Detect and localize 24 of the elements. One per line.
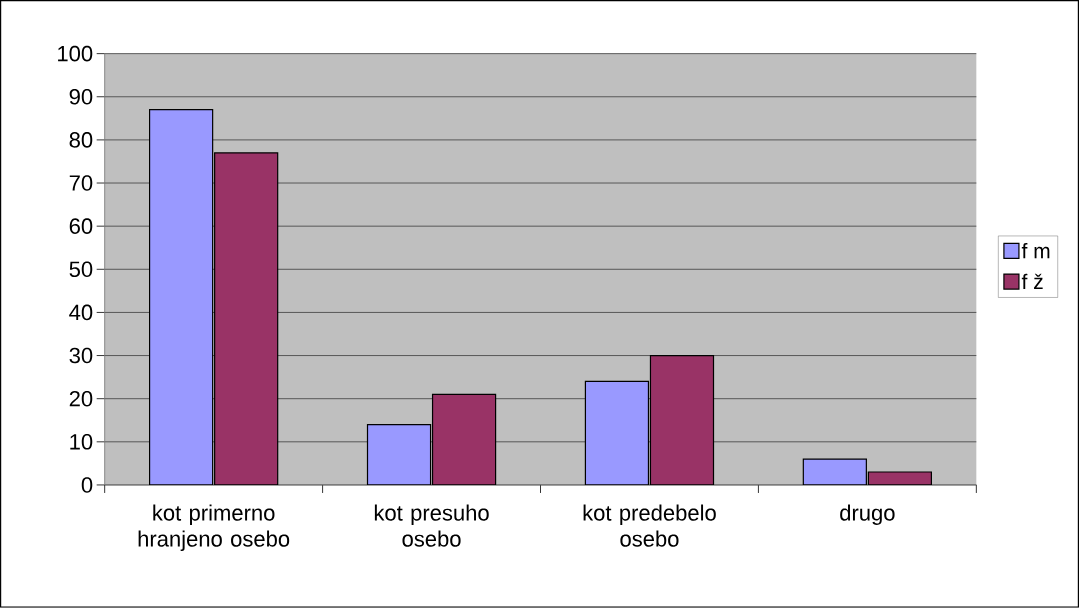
bar — [649, 355, 715, 486]
y-tick-label: 20 — [69, 391, 93, 407]
y-tick-label: 100 — [58, 46, 93, 62]
y-tick-label: 40 — [69, 304, 93, 321]
x-tick-label: kot primerno hranjeno osebo — [138, 504, 290, 552]
bar — [366, 424, 432, 486]
bar — [148, 109, 214, 486]
x-tick-label: drugo — [840, 504, 895, 526]
y-tick-label: 70 — [69, 175, 93, 191]
x-tick-label: kot predebelo osebo — [583, 504, 716, 547]
y-tick-label: 50 — [69, 261, 93, 278]
bar — [431, 393, 497, 486]
y-tick-label: 60 — [69, 218, 93, 235]
x-tick-label: kot presuho osebo — [374, 504, 489, 547]
y-tick-label: 30 — [69, 347, 93, 364]
y-tick-label: 90 — [69, 89, 93, 105]
bar — [584, 381, 650, 486]
bar — [214, 152, 279, 486]
y-tick-label: 10 — [70, 434, 93, 450]
bar — [802, 458, 867, 486]
legend-label: f m — [1021, 243, 1050, 259]
y-tick-label: 0 — [81, 477, 93, 493]
y-tick-label: 80 — [69, 132, 93, 148]
legend-label: f ž — [1021, 273, 1043, 290]
